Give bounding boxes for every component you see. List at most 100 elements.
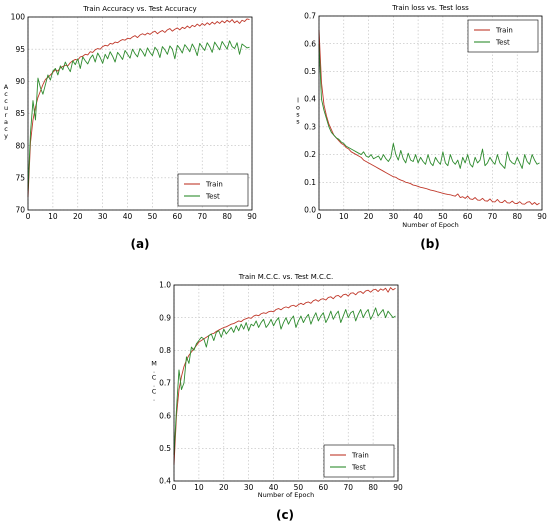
series-line-test (318, 43, 540, 169)
y-axis-label-char: . (153, 367, 155, 375)
x-axis-label: Number of Epoch (258, 491, 314, 499)
y-axis-label-char: s (296, 111, 300, 119)
y-axis-label-char: s (296, 118, 300, 126)
y-axis-label-char: a (4, 118, 8, 126)
series-line-test (27, 40, 250, 191)
x-tick-label: 80 (512, 212, 522, 221)
y-axis-label-char: c (4, 97, 8, 105)
x-tick-label: 80 (368, 483, 378, 492)
y-axis-label-char: c (4, 125, 8, 133)
y-axis-label-char: r (5, 111, 8, 119)
chart-panel-c: 0 10 20 30 40 50 60 70 80 90 0.4 0.5 0.6 0.7 0.8 0.9 1.0… (151, 273, 403, 522)
x-tick-label: 80 (222, 212, 232, 221)
y-tick-label: 0.3 (304, 122, 316, 131)
x-tick-label: 50 (438, 212, 448, 221)
x-tick-label: 50 (294, 483, 304, 492)
y-tick-label: 0.6 (159, 411, 171, 420)
legend: Train Test (177, 173, 249, 207)
legend-label-test: Test (351, 464, 366, 472)
legend-label-train: Train (351, 452, 369, 460)
chart-panel-b: 0 10 20 30 40 50 60 70 80 90 0.0 0.1 0.2 0.3 0.4 0.5 0.6… (296, 4, 547, 251)
series-line-train (318, 29, 540, 206)
plot-frame (173, 284, 399, 482)
x-tick-label: 20 (364, 212, 374, 221)
x-tick-label: 70 (197, 212, 207, 221)
y-tick-label: 0.9 (159, 313, 171, 322)
legend-box (323, 444, 395, 478)
x-tick-label: 70 (488, 212, 498, 221)
y-tick-label: 0.5 (304, 67, 316, 76)
y-tick-label: 0.7 (304, 12, 316, 21)
y-axis-label: Accuracy (4, 83, 9, 140)
y-tick-label: 0.7 (159, 379, 171, 388)
plot-frame (27, 16, 253, 211)
y-tick-label: 0.8 (159, 346, 171, 355)
x-tick-label: 60 (173, 212, 183, 221)
y-tick-label: 90 (15, 77, 25, 86)
y-tick-label: 70 (15, 206, 25, 215)
y-axis-label-char: . (153, 381, 155, 389)
legend-label-train: Train (205, 181, 223, 189)
y-axis-label-char: c (4, 90, 8, 98)
x-tick-label: 10 (339, 212, 349, 221)
legend-label-test: Test (205, 193, 220, 201)
y-tick-label: 0.6 (304, 39, 316, 48)
x-tick-label: 90 (247, 212, 257, 221)
figure-caption: (c) (276, 508, 294, 522)
legend-box (467, 19, 539, 53)
series-line-train (27, 18, 250, 198)
x-tick-label: 30 (389, 212, 399, 221)
x-tick-label: 40 (413, 212, 423, 221)
legend: Train Test (467, 19, 539, 53)
legend-label-train: Train (495, 27, 513, 35)
y-tick-label: 80 (15, 141, 25, 150)
y-tick-label: 0.2 (304, 150, 316, 159)
legend-box (177, 173, 249, 207)
y-axis-label-char: y (4, 132, 8, 140)
legend: Train Test (323, 444, 395, 478)
x-tick-label: 40 (123, 212, 133, 221)
y-tick-label: 1.0 (159, 281, 171, 290)
y-axis-label-char: C (152, 374, 157, 382)
x-tick-label: 90 (537, 212, 547, 221)
y-tick-label: 0.0 (304, 206, 316, 215)
legend-label-test: Test (495, 39, 510, 47)
figure-caption: (b) (420, 237, 440, 251)
x-tick-label: 60 (463, 212, 473, 221)
y-axis-label-char: C (152, 388, 157, 396)
y-axis-label: loss (296, 97, 300, 126)
y-tick-label: 85 (15, 109, 25, 118)
y-axis-label-char: u (4, 104, 8, 112)
x-tick-label: 0 (172, 483, 177, 492)
x-tick-label: 40 (269, 483, 279, 492)
x-tick-label: 60 (319, 483, 329, 492)
plot-frame (318, 15, 543, 211)
x-tick-label: 70 (343, 483, 353, 492)
y-tick-label: 75 (15, 173, 25, 182)
y-axis-label-char: M (151, 360, 157, 368)
series-line-test (173, 307, 396, 455)
x-tick-label: 20 (73, 212, 83, 221)
x-tick-label: 10 (48, 212, 58, 221)
x-tick-label: 30 (244, 483, 254, 492)
x-tick-label: 30 (98, 212, 108, 221)
y-axis-label-char: o (296, 104, 300, 112)
y-axis-label-char: l (297, 97, 299, 105)
x-axis-label: Number of Epoch (402, 221, 458, 229)
x-tick-label: 20 (219, 483, 229, 492)
x-tick-label: 0 (317, 212, 322, 221)
y-tick-label: 100 (11, 13, 26, 22)
y-axis-label-char: A (4, 83, 9, 91)
y-axis-label-char: . (153, 395, 155, 403)
y-tick-label: 0.5 (159, 444, 171, 453)
chart-title: Train Accuracy vs. Test Accuracy (82, 5, 196, 13)
y-tick-label: 0.4 (159, 477, 171, 486)
chart-title: Train M.C.C. vs. Test M.C.C. (238, 273, 333, 281)
y-axis-label: M.C.C. (151, 360, 157, 403)
y-tick-label: 0.1 (304, 178, 316, 187)
y-tick-label: 95 (15, 45, 25, 54)
x-tick-label: 10 (194, 483, 204, 492)
chart-panel-a: 0 10 20 30 40 50 60 70 80 90 70 75 80 85 90 95 100 Train … (4, 5, 257, 251)
y-tick-label: 0.4 (304, 95, 316, 104)
